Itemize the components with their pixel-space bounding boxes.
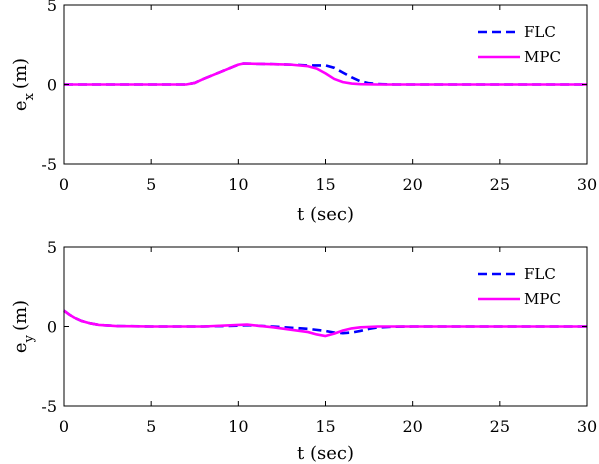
y-axis-label-subscript: y bbox=[22, 334, 37, 343]
x-tick-label: 25 bbox=[490, 175, 510, 194]
y-axis-label-subscript: x bbox=[22, 92, 37, 100]
y-axis-label-unit: (m) bbox=[10, 300, 31, 331]
x-tick-label: 30 bbox=[577, 417, 597, 436]
y-axis-label: ey (m) bbox=[10, 300, 37, 353]
x-axis-label: t (sec) bbox=[297, 443, 354, 464]
x-tick-label: 15 bbox=[315, 417, 335, 436]
y-tick-label: -5 bbox=[41, 397, 57, 416]
legend-label-flc: FLC bbox=[524, 23, 556, 41]
x-tick-label: 0 bbox=[59, 175, 69, 194]
series-line-mpc bbox=[63, 309, 587, 338]
y-axis-label-main: e bbox=[10, 100, 31, 111]
x-tick-label: 0 bbox=[59, 417, 69, 436]
legend: FLC MPC bbox=[478, 23, 561, 66]
x-tick-label: 20 bbox=[402, 175, 422, 194]
legend-label-mpc: MPC bbox=[524, 290, 561, 308]
y-axis-label-unit: (m) bbox=[10, 58, 31, 89]
legend: FLC MPC bbox=[478, 265, 561, 308]
y-tick-label: 5 bbox=[47, 238, 57, 257]
y-tick-label: 0 bbox=[47, 76, 57, 95]
y-tick-label: -5 bbox=[41, 155, 57, 174]
x-tick-label: 10 bbox=[228, 417, 248, 436]
x-tick-label: 25 bbox=[490, 417, 510, 436]
x-tick-label: 30 bbox=[577, 175, 597, 194]
x-tick-label: 15 bbox=[315, 175, 335, 194]
legend-label-mpc: MPC bbox=[524, 48, 561, 66]
legend-label-flc: FLC bbox=[524, 265, 556, 283]
y-tick-label: 0 bbox=[47, 318, 57, 337]
x-tick-label: 5 bbox=[146, 175, 156, 194]
y-axis-label-main: e bbox=[10, 342, 31, 353]
x-tick-label: 20 bbox=[402, 417, 422, 436]
y-axis-label: ex (m) bbox=[10, 58, 37, 111]
series-line-mpc bbox=[64, 62, 587, 86]
x-tick-label: 5 bbox=[146, 417, 156, 436]
y-tick-label: 5 bbox=[47, 0, 57, 15]
x-axis-label: t (sec) bbox=[297, 204, 354, 225]
x-tick-label: 10 bbox=[228, 175, 248, 194]
